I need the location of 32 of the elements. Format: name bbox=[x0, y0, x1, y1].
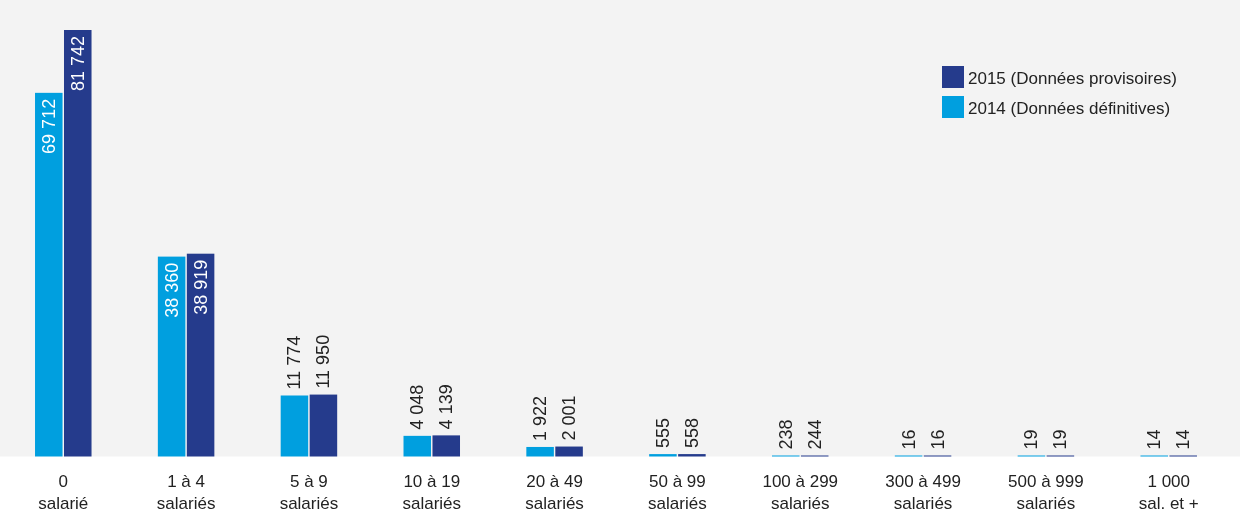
data-label: 2 001 bbox=[559, 395, 580, 441]
data-label: 19 bbox=[1050, 429, 1071, 450]
data-label: 38 360 bbox=[161, 262, 182, 318]
x-tick-label: 5 à 9 salariés bbox=[279, 472, 339, 513]
x-tick-label: 300 à 499 salariés bbox=[885, 472, 961, 513]
data-label: 81 742 bbox=[67, 36, 88, 92]
data-label: 238 bbox=[775, 419, 796, 450]
data-label: 4 048 bbox=[407, 384, 428, 430]
data-label: 14 bbox=[1173, 429, 1194, 450]
x-tick-label: 1 000 sal. et + bbox=[1138, 472, 1199, 513]
data-label: 38 919 bbox=[190, 259, 211, 315]
data-label: 14 bbox=[1144, 429, 1165, 450]
x-tick-label: 10 à 19 salariés bbox=[402, 472, 462, 513]
legend-label: 2015 (Données provisoires) bbox=[968, 69, 1177, 88]
data-label: 69 712 bbox=[38, 98, 59, 154]
legend-label: 2014 (Données définitives) bbox=[968, 99, 1171, 118]
data-label: 1 922 bbox=[530, 395, 551, 441]
data-label: 4 139 bbox=[436, 384, 457, 430]
data-label: 555 bbox=[652, 418, 673, 449]
data-label: 16 bbox=[927, 429, 948, 450]
data-label: 16 bbox=[898, 429, 919, 450]
x-tick-label: 1 à 4 salariés bbox=[156, 472, 216, 513]
x-tick-label: 0 salarié bbox=[38, 472, 89, 513]
data-label: 558 bbox=[681, 418, 702, 449]
x-tick-label: 50 à 99 salariés bbox=[648, 472, 707, 513]
data-label: 11 774 bbox=[284, 335, 305, 390]
x-tick-label: 500 à 999 salariés bbox=[1008, 472, 1084, 513]
data-label: 244 bbox=[804, 419, 825, 450]
x-tick-label: 20 à 49 salariés bbox=[525, 472, 584, 513]
x-tick-label: 100 à 299 salariés bbox=[762, 472, 839, 513]
data-label: 11 950 bbox=[313, 334, 334, 389]
data-label: 19 bbox=[1021, 429, 1042, 450]
